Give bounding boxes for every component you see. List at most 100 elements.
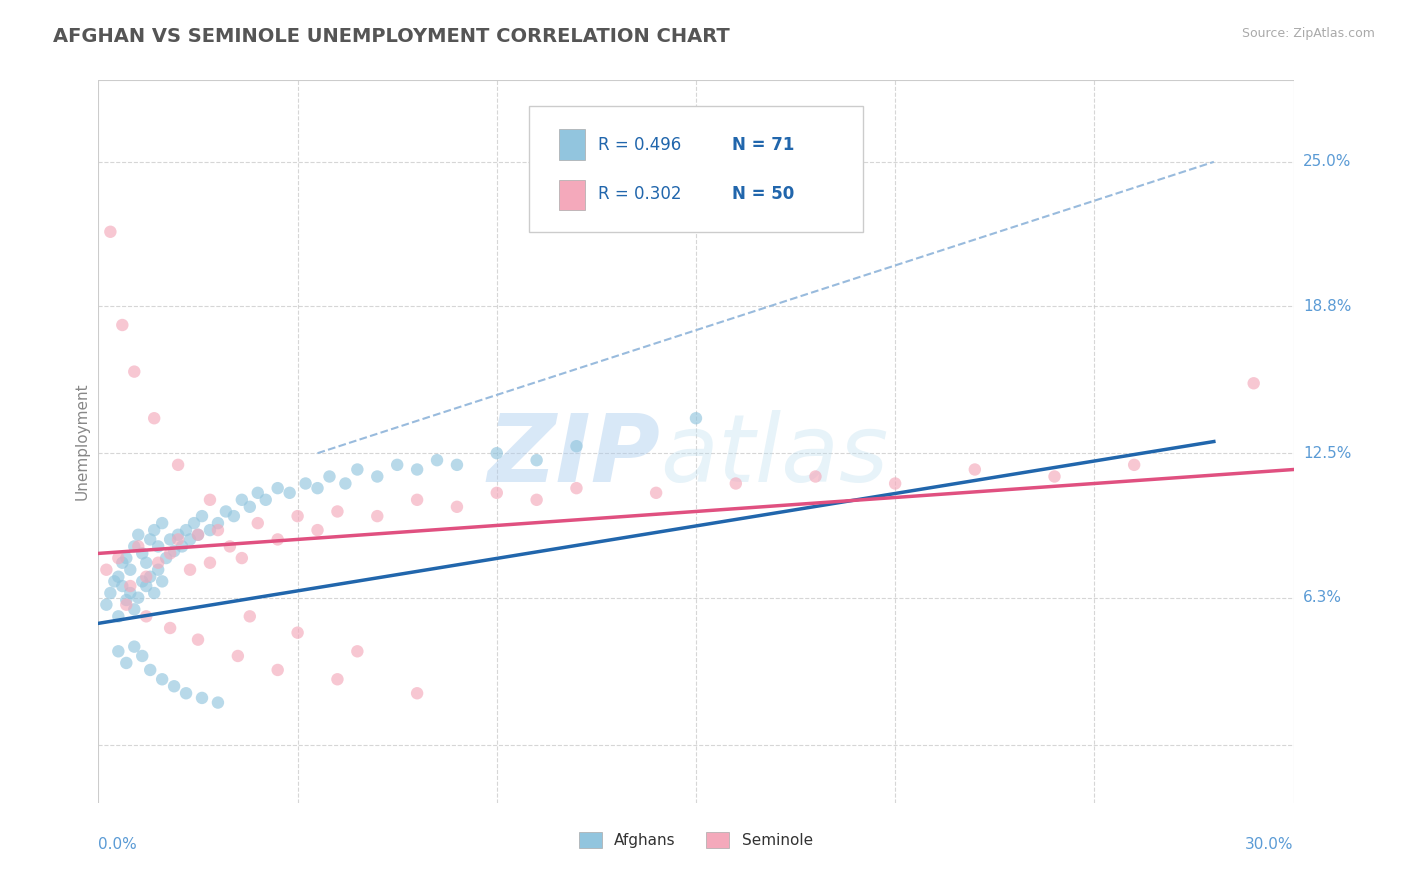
Point — [150, 673, 173, 687]
Point — [115, 598, 138, 612]
Point — [278, 485, 301, 500]
Point — [1123, 458, 1146, 472]
Point — [346, 644, 368, 658]
Point — [183, 516, 205, 530]
Point — [207, 696, 229, 710]
Point — [115, 551, 138, 566]
Point — [139, 663, 162, 677]
Point — [167, 533, 190, 547]
Text: 25.0%: 25.0% — [1303, 154, 1351, 169]
Point — [219, 540, 242, 554]
Text: atlas: atlas — [661, 410, 889, 501]
Point — [150, 516, 173, 530]
Point — [326, 673, 349, 687]
Point — [231, 492, 253, 507]
Point — [124, 365, 146, 379]
Y-axis label: Unemployment: Unemployment — [75, 383, 90, 500]
Point — [187, 632, 209, 647]
Point — [115, 593, 138, 607]
Point — [159, 621, 181, 635]
Point — [485, 446, 508, 460]
Point — [172, 540, 194, 554]
Point — [139, 533, 162, 547]
Point — [215, 504, 238, 518]
Point — [294, 476, 316, 491]
Point — [120, 579, 142, 593]
Point — [526, 453, 548, 467]
Point — [1243, 376, 1265, 391]
Text: 18.8%: 18.8% — [1303, 299, 1351, 314]
Point — [167, 528, 190, 542]
Point — [239, 609, 262, 624]
Point — [318, 469, 340, 483]
Point — [139, 570, 162, 584]
Point — [127, 540, 149, 554]
Text: R = 0.302: R = 0.302 — [598, 186, 682, 203]
Point — [198, 492, 221, 507]
FancyBboxPatch shape — [558, 129, 585, 160]
Point — [198, 523, 221, 537]
Point — [724, 476, 747, 491]
FancyBboxPatch shape — [529, 105, 863, 232]
Point — [406, 492, 429, 507]
Text: R = 0.496: R = 0.496 — [598, 136, 682, 153]
Point — [159, 533, 181, 547]
Point — [131, 574, 153, 589]
FancyBboxPatch shape — [558, 180, 585, 211]
Point — [804, 469, 827, 483]
Point — [326, 504, 349, 518]
Point — [135, 570, 157, 584]
Point — [198, 556, 221, 570]
Point — [127, 591, 149, 605]
Point — [406, 686, 429, 700]
Point — [148, 540, 170, 554]
Point — [148, 556, 170, 570]
Text: 0.0%: 0.0% — [98, 838, 138, 853]
Point — [143, 586, 166, 600]
Point — [187, 528, 209, 542]
Point — [207, 523, 229, 537]
Point — [124, 540, 146, 554]
Point — [246, 516, 269, 530]
Point — [254, 492, 277, 507]
Point — [645, 485, 668, 500]
Point — [485, 485, 508, 500]
Point — [231, 551, 253, 566]
Point — [111, 318, 134, 332]
Point — [406, 462, 429, 476]
Point — [120, 586, 142, 600]
Point — [143, 523, 166, 537]
Point — [267, 533, 290, 547]
Point — [191, 690, 214, 705]
Text: N = 71: N = 71 — [733, 136, 794, 153]
Point — [163, 679, 186, 693]
Point — [307, 523, 329, 537]
Point — [103, 574, 125, 589]
Point — [111, 556, 134, 570]
Point — [179, 533, 201, 547]
Point — [565, 481, 588, 495]
Point — [335, 476, 357, 491]
Point — [159, 546, 181, 560]
Text: 12.5%: 12.5% — [1303, 446, 1351, 460]
Point — [207, 516, 229, 530]
Point — [426, 453, 449, 467]
Point — [131, 648, 153, 663]
Point — [115, 656, 138, 670]
Point — [107, 551, 129, 566]
Point — [96, 563, 118, 577]
Point — [135, 556, 157, 570]
Point — [446, 500, 468, 514]
Point — [884, 476, 907, 491]
Point — [565, 439, 588, 453]
Point — [246, 485, 269, 500]
Point — [96, 598, 118, 612]
Point — [131, 546, 153, 560]
Point — [135, 579, 157, 593]
Point — [143, 411, 166, 425]
Point — [179, 563, 201, 577]
Point — [307, 481, 329, 495]
Point — [366, 509, 388, 524]
Point — [963, 462, 986, 476]
Point — [148, 563, 170, 577]
